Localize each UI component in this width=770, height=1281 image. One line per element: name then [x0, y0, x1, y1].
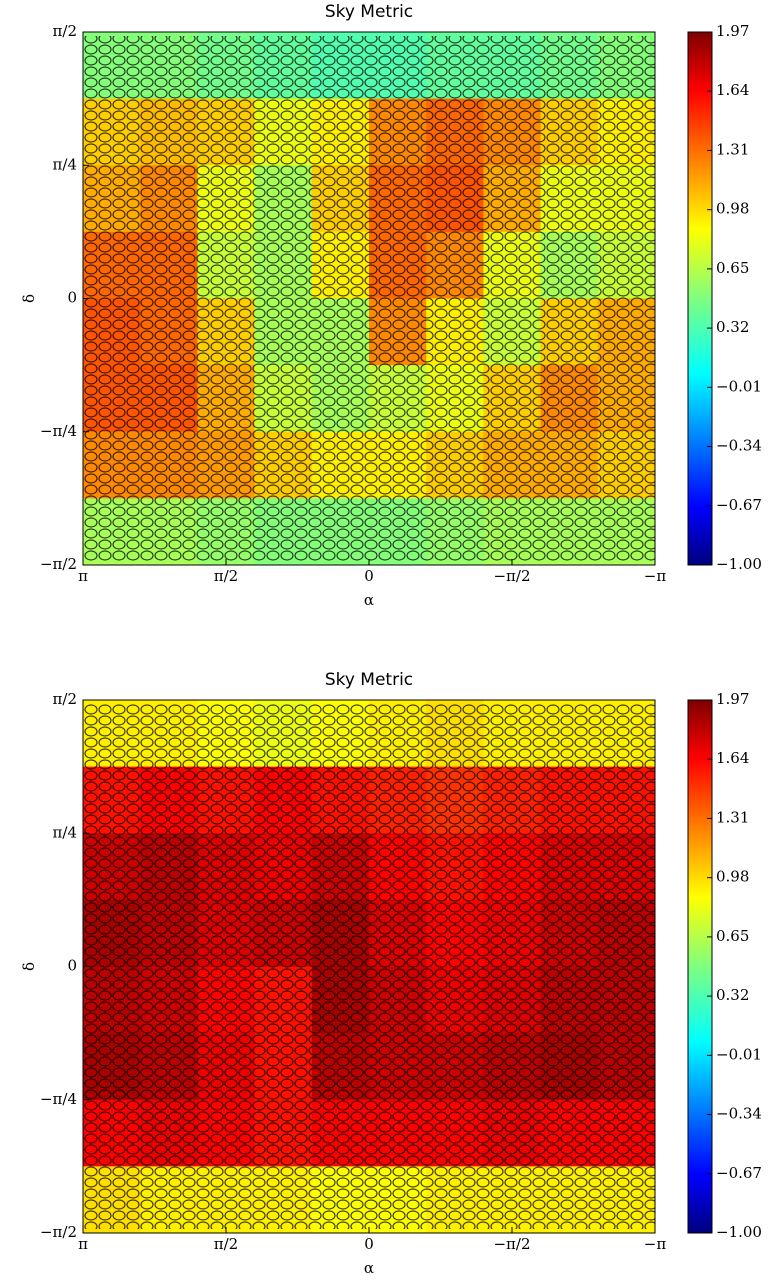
plot — [82, 31, 656, 566]
colorbar-tick-label: 1.31 — [716, 808, 749, 826]
colorbar-tick-label: 1.64 — [716, 749, 749, 767]
x-axis-label: α — [364, 1259, 374, 1277]
y-tick-label: π/2 — [53, 22, 77, 40]
x-tick-label: −π — [644, 1235, 667, 1253]
ellipse-texture — [83, 36, 655, 561]
y-tick-label: −π/4 — [40, 1090, 77, 1108]
chart-title: Sky Metric — [325, 2, 413, 22]
colorbar-tick-label: 0.32 — [716, 986, 749, 1004]
x-axis-label: α — [364, 591, 374, 609]
x-tick-label: −π/2 — [493, 1235, 530, 1253]
x-tick-label: π — [78, 1235, 88, 1253]
y-tick-label: π/4 — [53, 823, 77, 841]
plot — [82, 699, 656, 1234]
colorbar — [687, 699, 713, 1234]
colorbar-tick-label: 1.97 — [716, 690, 749, 708]
colorbar-tick-label: −0.34 — [716, 1105, 762, 1123]
y-tick-label: 0 — [67, 957, 77, 975]
y-tick-label: π/2 — [53, 690, 77, 708]
ellipse-texture — [83, 704, 655, 1229]
colorbar-tick-label: 0.98 — [716, 200, 749, 218]
x-tick-label: π/2 — [214, 567, 238, 585]
colorbar-tick-label: −0.01 — [716, 377, 762, 395]
x-tick-label: 0 — [364, 1235, 374, 1253]
colorbar-tick-label: 1.31 — [716, 140, 749, 158]
colorbar-tick-label: 0.98 — [716, 868, 749, 886]
colorbar-tick-label: 0.32 — [716, 318, 749, 336]
colorbar-tick-label: 1.64 — [716, 81, 749, 99]
y-axis-label: δ — [20, 962, 38, 971]
colorbar-tick-label: −0.67 — [716, 496, 762, 514]
colorbar-tick-label: −0.67 — [716, 1164, 762, 1182]
y-tick-label: −π/2 — [40, 1223, 77, 1241]
y-tick-label: 0 — [67, 289, 77, 307]
colorbar-tick-label: −0.34 — [716, 437, 762, 455]
y-axis-label: δ — [20, 294, 38, 303]
chart-title: Sky Metric — [325, 670, 413, 690]
x-tick-label: π — [78, 567, 88, 585]
y-tick-label: π/4 — [53, 155, 77, 173]
colorbar-tick-label: 0.65 — [716, 259, 749, 277]
colorbar-tick-label: 1.97 — [716, 22, 749, 40]
x-tick-label: −π — [644, 567, 667, 585]
colorbar-tick-label: 0.65 — [716, 927, 749, 945]
x-tick-label: 0 — [364, 567, 374, 585]
colorbar-tick-label: −0.01 — [716, 1045, 762, 1063]
colorbar — [687, 31, 713, 566]
colorbar-tick-label: −1.00 — [716, 1223, 762, 1241]
y-tick-label: −π/4 — [40, 422, 77, 440]
x-tick-label: −π/2 — [493, 567, 530, 585]
x-tick-label: π/2 — [214, 1235, 238, 1253]
y-tick-label: −π/2 — [40, 555, 77, 573]
colorbar-tick-label: −1.00 — [716, 555, 762, 573]
